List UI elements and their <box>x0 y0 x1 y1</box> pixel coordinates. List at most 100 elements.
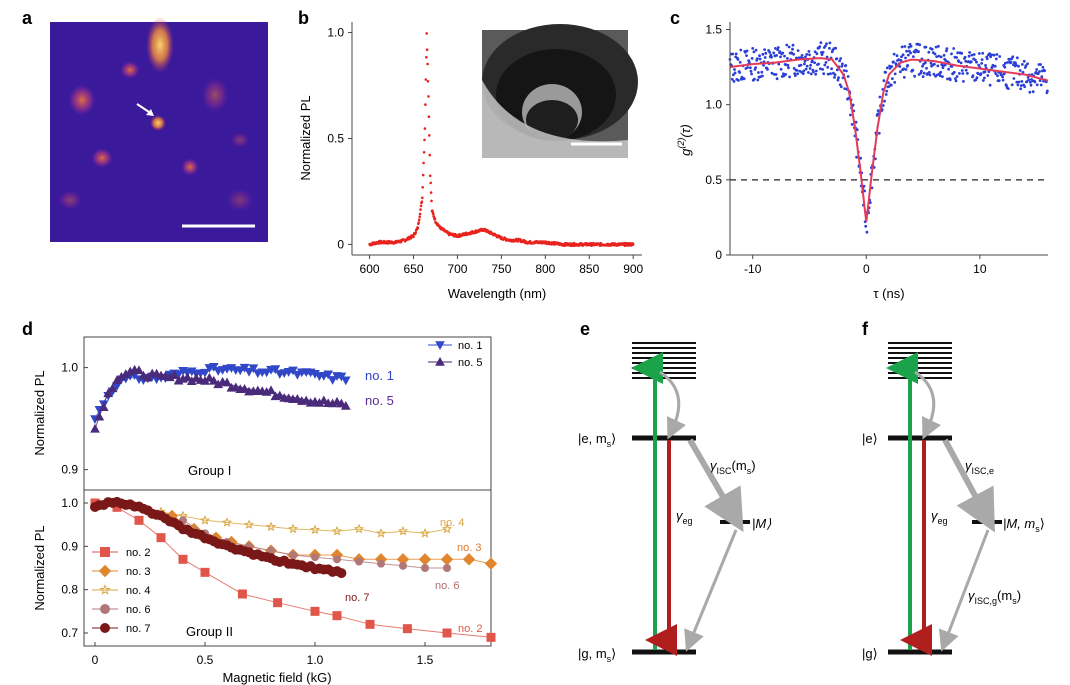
g2-data-point <box>903 45 907 48</box>
g2-data-point <box>932 72 936 76</box>
g2-data-point <box>994 57 998 61</box>
data-marker <box>399 561 407 570</box>
g2-data-point <box>918 43 922 47</box>
g2-data-point <box>1004 61 1007 65</box>
series-no-5 <box>90 364 351 433</box>
g2-data-point <box>913 74 916 78</box>
curve-label-no3: no. 3 <box>457 542 481 554</box>
pl-data-point <box>430 199 433 203</box>
g2-data-point <box>747 60 751 64</box>
y-tick-label: 1.0 <box>61 496 78 510</box>
panel-label-f: f <box>862 319 869 339</box>
g2-data-point <box>1017 80 1021 84</box>
g2-data-point <box>825 55 829 59</box>
data-marker <box>292 394 303 403</box>
data-marker <box>265 521 277 532</box>
g2-data-point <box>763 48 766 51</box>
g2-data-point <box>937 54 941 58</box>
g2-data-point <box>991 63 995 67</box>
g2-data-point <box>807 50 811 53</box>
g2-data-point <box>870 186 874 190</box>
g2-data-point <box>890 65 894 68</box>
rate-isc-e-f: γISC,e <box>965 458 994 476</box>
g2-data-point <box>1002 72 1006 76</box>
data-marker <box>273 598 283 608</box>
pl-data-point <box>425 48 429 51</box>
data-marker <box>244 367 254 377</box>
panel-f-diagram: |e⟩ |g⟩ |M, ms⟩ γISC,e γeg γISC,g(ms) <box>862 342 1045 661</box>
g2-data-point <box>1029 80 1032 84</box>
pl-data-point <box>419 208 422 211</box>
g2-data-point <box>833 73 837 76</box>
g2-data-point <box>810 59 814 63</box>
g2-data-point <box>1009 60 1013 64</box>
g2-data-point <box>787 45 791 49</box>
g2-data-point <box>763 56 767 59</box>
g2-data-point <box>818 67 822 71</box>
g2-data-point <box>883 99 886 103</box>
g2-data-point <box>1014 63 1018 67</box>
g2-data-point <box>841 62 844 66</box>
g2-data-point <box>749 66 752 70</box>
g2-data-point <box>983 76 986 80</box>
g2-data-point <box>961 72 965 75</box>
legend-label: no. 7 <box>126 623 150 635</box>
g2-data-point <box>862 184 866 188</box>
x-tick-label: 600 <box>360 262 380 276</box>
data-marker <box>336 398 347 408</box>
g2-data-point <box>935 55 939 58</box>
g2-data-point <box>837 76 840 80</box>
g2-data-point <box>851 103 855 107</box>
g2-data-point <box>942 53 946 57</box>
g2-data-point <box>828 46 831 50</box>
g2-data-point <box>845 69 848 73</box>
g2-data-point <box>1041 65 1045 69</box>
g2-data-point <box>1035 83 1039 87</box>
g2-data-point <box>899 58 903 62</box>
g2-data-point <box>1018 69 1022 72</box>
g2-data-point <box>894 62 898 66</box>
g2-data-point <box>1026 76 1030 79</box>
g2-data-point <box>823 63 827 67</box>
x-tick-label: -10 <box>744 262 762 276</box>
g2-data-point <box>805 53 809 56</box>
isc-arrow-e <box>687 438 744 533</box>
g2-data-point <box>840 64 844 68</box>
pl-data-point <box>423 138 426 142</box>
pl-data-point <box>631 243 635 246</box>
g2-data-point <box>828 41 832 45</box>
panel-c-xlabel: τ (ns) <box>873 286 904 301</box>
pl-data-point <box>425 56 428 59</box>
data-marker <box>288 523 298 534</box>
g2-data-point <box>979 72 983 75</box>
g2-data-point <box>948 78 952 82</box>
g2-data-point <box>750 72 753 76</box>
data-marker <box>402 624 412 634</box>
panel-label-d: d <box>22 319 33 339</box>
x-tick-label: 0.5 <box>197 653 214 667</box>
g2-data-point <box>960 69 964 72</box>
g2-data-point <box>917 50 920 54</box>
state-e-excited: |e, ms⟩ <box>578 431 616 449</box>
g2-data-point <box>766 68 769 71</box>
rate-isc-g-f: γISC,g(ms) <box>968 588 1021 606</box>
pl-data-point <box>423 127 427 130</box>
pl-data-point <box>418 215 422 218</box>
data-marker <box>375 528 387 538</box>
data-marker <box>435 341 445 351</box>
g2-data-point <box>825 42 828 46</box>
legend-label: no. 1 <box>458 340 482 352</box>
g2-data-point <box>800 54 804 57</box>
g2-data-point <box>733 68 736 71</box>
g2-data-point <box>878 95 882 99</box>
data-marker <box>440 553 454 566</box>
pl-data-point <box>414 231 418 234</box>
g2-data-point <box>946 77 949 81</box>
g2-data-point <box>854 120 858 124</box>
pl-data-point <box>424 78 428 81</box>
pl-data-point <box>424 103 427 106</box>
g2-data-point <box>826 65 830 69</box>
g2-data-point <box>808 67 812 70</box>
panel-d-ylabel-top: Normalized PL <box>32 370 47 455</box>
